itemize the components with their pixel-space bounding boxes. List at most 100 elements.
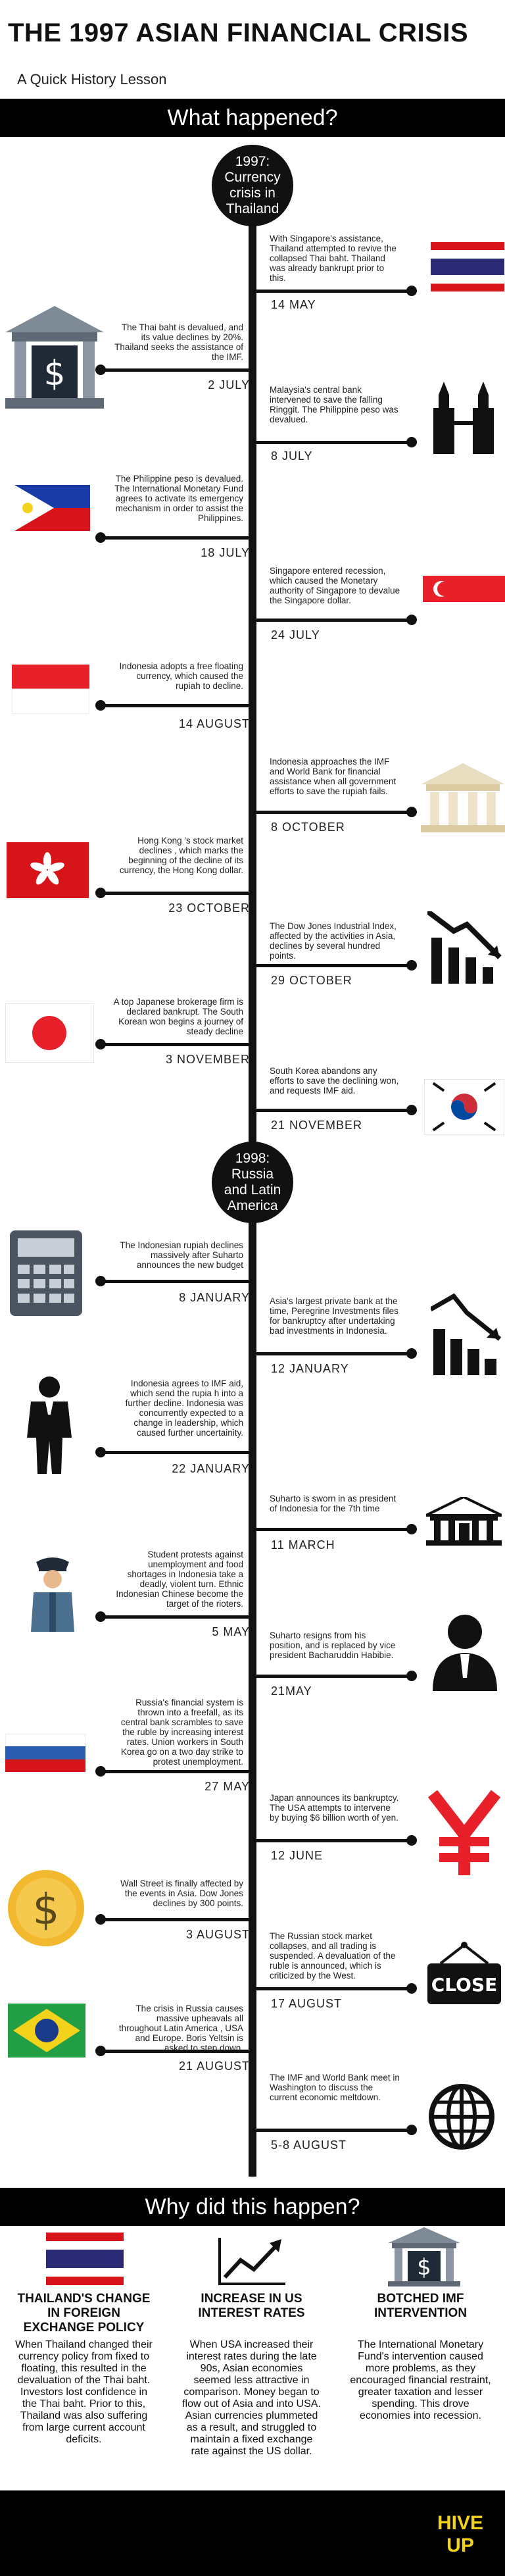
south-korea-flag-icon [424,1079,504,1135]
close-sign-icon: CLOSE [427,1942,501,2004]
hong-kong-flag-icon [7,842,89,898]
calculator-icon [10,1230,82,1316]
event-date: 8 JANUARY [179,1291,250,1304]
era-1997-badge: 1997: Currency crisis in Thailand [212,145,293,226]
event-dot [95,532,106,543]
svg-text:$: $ [43,354,65,393]
event-connector [252,619,410,622]
japan-flag-icon [5,1003,94,1063]
event-date: 22 JANUARY [172,1462,250,1475]
event-date: 8 OCTOBER [271,821,345,834]
event-dot [406,1524,417,1534]
event-connector [99,368,252,372]
event-date: 2 JULY [208,378,250,391]
event-dot [95,1611,106,1622]
bank-building-icon [421,763,505,832]
event-connector [252,290,410,293]
hive-up-logo[interactable]: HIVE UP [437,2512,484,2556]
bank-dollar-icon: $ [5,306,104,409]
event-text: With Singapore's assistance, Thailand at… [270,234,397,283]
event-text: Suharto resigns from his position, and i… [270,1630,396,1660]
event-text: Suharto is sworn in as president of Indo… [270,1494,397,1513]
event-date: 18 JULY [201,546,250,559]
event-dot [95,1914,106,1925]
event-text: The crisis in Russia causes massive uphe… [118,2004,243,2053]
event-dot [95,1447,106,1457]
event-connector [252,1675,410,1678]
event-date: 21MAY [271,1684,312,1698]
globe-icon [429,2084,494,2150]
event-dot [406,615,417,625]
russia-flag-icon [5,1734,85,1772]
dollar-coin-icon: $ [8,1870,84,1946]
down-trend-chart-icon [427,911,502,984]
thailand-flag-icon [46,2233,124,2285]
svg-text:$: $ [417,2254,431,2281]
event-connector [99,704,252,707]
event-connector [252,964,410,967]
event-date: 5-8 AUGUST [271,2138,347,2152]
event-text: Asia's largest private bank at the time,… [270,1296,398,1336]
event-date: 8 JULY [271,449,313,463]
businessman-icon [27,1376,72,1474]
declining-bar-chart-icon [431,1293,502,1375]
event-text: South Korea abandons any efforts to save… [270,1066,399,1096]
event-connector [99,1615,252,1619]
event-date: 29 OCTOBER [271,974,352,987]
brazil-flag-icon [8,2004,85,2058]
event-connector [99,1280,252,1283]
cause-text: When USA increased their interest rates … [182,2339,321,2457]
event-date: 24 JULY [271,628,320,642]
bank-dollar-icon: $ [388,2227,460,2286]
page-subtitle: A Quick History Lesson [17,71,167,88]
cause-text: The International Monetary Fund's interv… [350,2339,491,2421]
event-text: Hong Kong 's stock market declines , whi… [119,836,243,875]
cause-title: INCREASE IN US INTEREST RATES [198,2292,305,2320]
cause-title: THAILAND'S CHANGE IN FOREIGN EXCHANGE PO… [17,2292,151,2335]
event-connector [252,1839,410,1842]
event-date: 12 JUNE [271,1849,324,1862]
event-connector [252,1109,410,1112]
event-dot [406,1105,417,1115]
event-dot [406,1835,417,1846]
event-date: 27 MAY [204,1780,250,1793]
government-building-icon [426,1497,502,1546]
event-text: The Russian stock market collapses, and … [270,1931,396,1981]
cause-title: BOTCHED IMF INTERVENTION [373,2292,468,2320]
event-connector [99,1043,252,1046]
petronas-towers-icon [433,382,494,454]
event-date: 17 AUGUST [271,1997,343,2010]
event-dot [406,1348,417,1359]
event-text: Wall Street is finally affected by the e… [120,1879,243,1908]
event-dot [406,807,417,817]
event-text: The Dow Jones Industrial Index, affected… [270,921,397,961]
event-dot [95,888,106,898]
event-connector [252,1987,410,1990]
philippines-flag-icon [14,485,90,531]
event-connector [252,1352,410,1355]
event-date: 21 NOVEMBER [271,1119,363,1132]
event-connector [99,2050,252,2053]
event-connector [99,1918,252,1921]
event-text: Student protests against unemployment an… [116,1550,243,1609]
event-connector [252,2129,410,2132]
thailand-flag-icon [431,242,504,291]
event-connector [99,1451,252,1454]
event-text: Japan announces its bankruptcy. The USA … [270,1793,399,1823]
indonesia-flag-icon [12,665,89,714]
event-date: 21 AUGUST [178,2059,250,2073]
event-date: 3 NOVEMBER [165,1053,250,1066]
leader-silhouette-icon [433,1615,497,1691]
event-date: 14 AUGUST [178,717,250,730]
event-text: The Thai baht is devalued, and its value… [114,322,243,362]
event-date: 11 MARCH [271,1538,335,1552]
svg-text:CLOSE: CLOSE [431,1974,498,1996]
event-date: 12 JANUARY [271,1362,349,1375]
event-dot [406,1983,417,1994]
page-title: THE 1997 ASIAN FINANCIAL CRISIS [8,18,469,47]
singapore-flag-icon [423,576,505,628]
footer-bar [0,2490,505,2576]
cause-text: When Thailand changed their currency pol… [15,2339,153,2445]
yen-icon [427,1790,501,1875]
event-dot [406,1671,417,1681]
